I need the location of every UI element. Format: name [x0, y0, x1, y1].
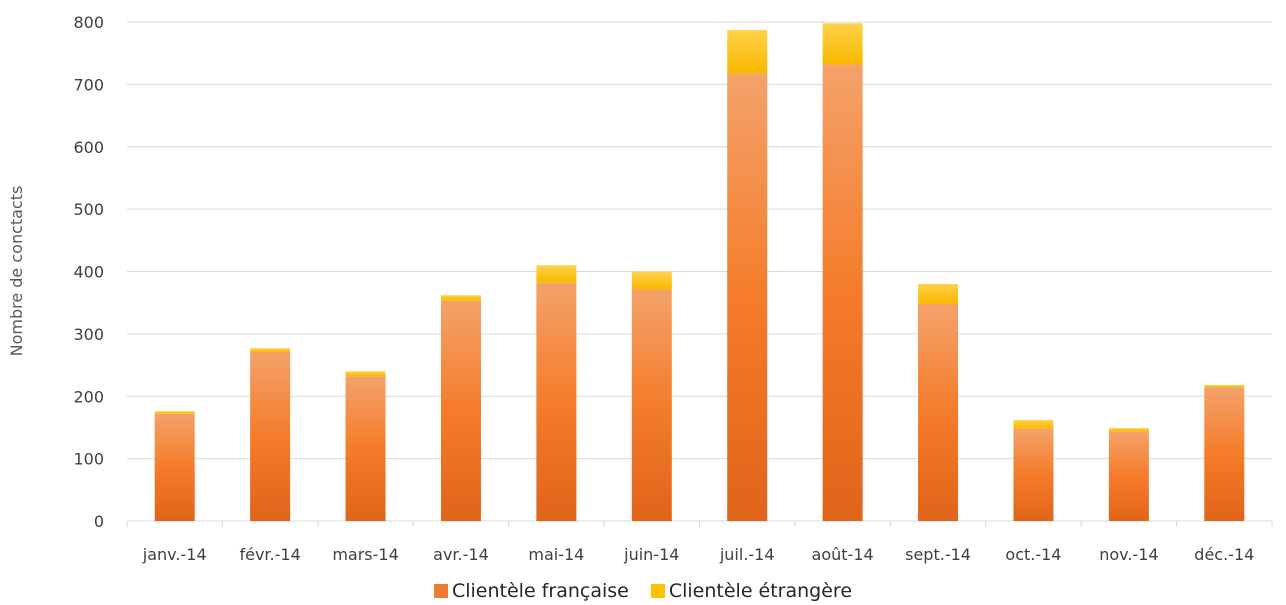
- bar-segment-french: [440, 300, 481, 521]
- bar-segment-french: [1013, 428, 1054, 521]
- bar-segment-foreign: [154, 411, 195, 414]
- x-tick-label: mars-14: [332, 545, 398, 564]
- bar-segment-foreign: [1013, 419, 1054, 429]
- y-tick-label: 200: [73, 387, 104, 406]
- bar-segment-foreign: [536, 265, 577, 283]
- x-tick-label: avr.-14: [433, 545, 489, 564]
- x-tick-label: juil.-14: [719, 545, 775, 564]
- bar-segment-french: [631, 289, 672, 521]
- x-tick-label: juin-14: [623, 545, 679, 564]
- bar-segment-french: [154, 413, 195, 521]
- y-axis-ticks: 0 100 200 300 400 500 600 700 800: [73, 13, 104, 531]
- legend-item-french: Clientèle française: [433, 580, 629, 602]
- y-tick-label: 400: [73, 263, 104, 282]
- x-tick-label: févr.-14: [239, 545, 300, 564]
- bar-segment-foreign: [345, 371, 386, 377]
- x-tick-label: déc.-14: [1194, 545, 1254, 564]
- x-tick-label: oct.-14: [1005, 545, 1061, 564]
- y-tick-label: 800: [73, 13, 104, 32]
- bar-segment-foreign: [822, 23, 863, 65]
- bar-segment-french: [536, 282, 577, 521]
- x-tick-label: nov.-14: [1099, 545, 1158, 564]
- legend: Clientèle française Clientèle étrangère: [0, 577, 1286, 605]
- x-tick-label: août-14: [812, 545, 874, 564]
- bar-segment-foreign: [727, 30, 768, 74]
- legend-item-foreign: Clientèle étrangère: [650, 580, 853, 602]
- legend-swatch-foreign: [650, 584, 665, 598]
- x-tick-label: mai-14: [528, 545, 584, 564]
- y-tick-label: 700: [73, 75, 104, 94]
- bar-segment-foreign: [440, 295, 481, 301]
- y-axis-label: Nombre de conctacts: [7, 186, 26, 357]
- x-tick-label: sept.-14: [905, 545, 971, 564]
- legend-label-foreign: Clientèle étrangère: [668, 580, 853, 602]
- bar-segment-french: [1204, 387, 1245, 521]
- bar-segment-foreign: [250, 348, 291, 352]
- legend-swatch-french: [433, 584, 448, 598]
- bar-segment-foreign: [1204, 385, 1245, 388]
- y-tick-label: 600: [73, 138, 104, 157]
- bar-segment-foreign: [918, 283, 959, 304]
- bars: [154, 23, 1245, 522]
- gridlines: [126, 21, 1273, 527]
- y-tick-label: 500: [73, 200, 104, 219]
- bar-segment-french: [1108, 431, 1149, 521]
- bar-segment-french: [345, 376, 386, 521]
- x-tick-label: janv.-14: [142, 545, 207, 564]
- bar-segment-french: [727, 73, 768, 522]
- stacked-bar-chart: Nombre de conctacts 0 100 200 300 400 500 600 7…: [7, 13, 1273, 564]
- bar-segment-french: [250, 351, 291, 521]
- y-tick-label: 100: [73, 450, 104, 469]
- bar-segment-french: [918, 303, 959, 521]
- bar-segment-foreign: [1108, 428, 1149, 432]
- bar-segment-french: [822, 64, 863, 521]
- x-axis-ticks: janv.-14 févr.-14 mars-14 avr.-14 mai-14 juin…: [142, 545, 1255, 564]
- legend-label-french: Clientèle française: [451, 580, 629, 602]
- bar-segment-foreign: [631, 271, 672, 290]
- y-tick-label: 300: [73, 325, 104, 344]
- y-tick-label: 0: [94, 512, 104, 531]
